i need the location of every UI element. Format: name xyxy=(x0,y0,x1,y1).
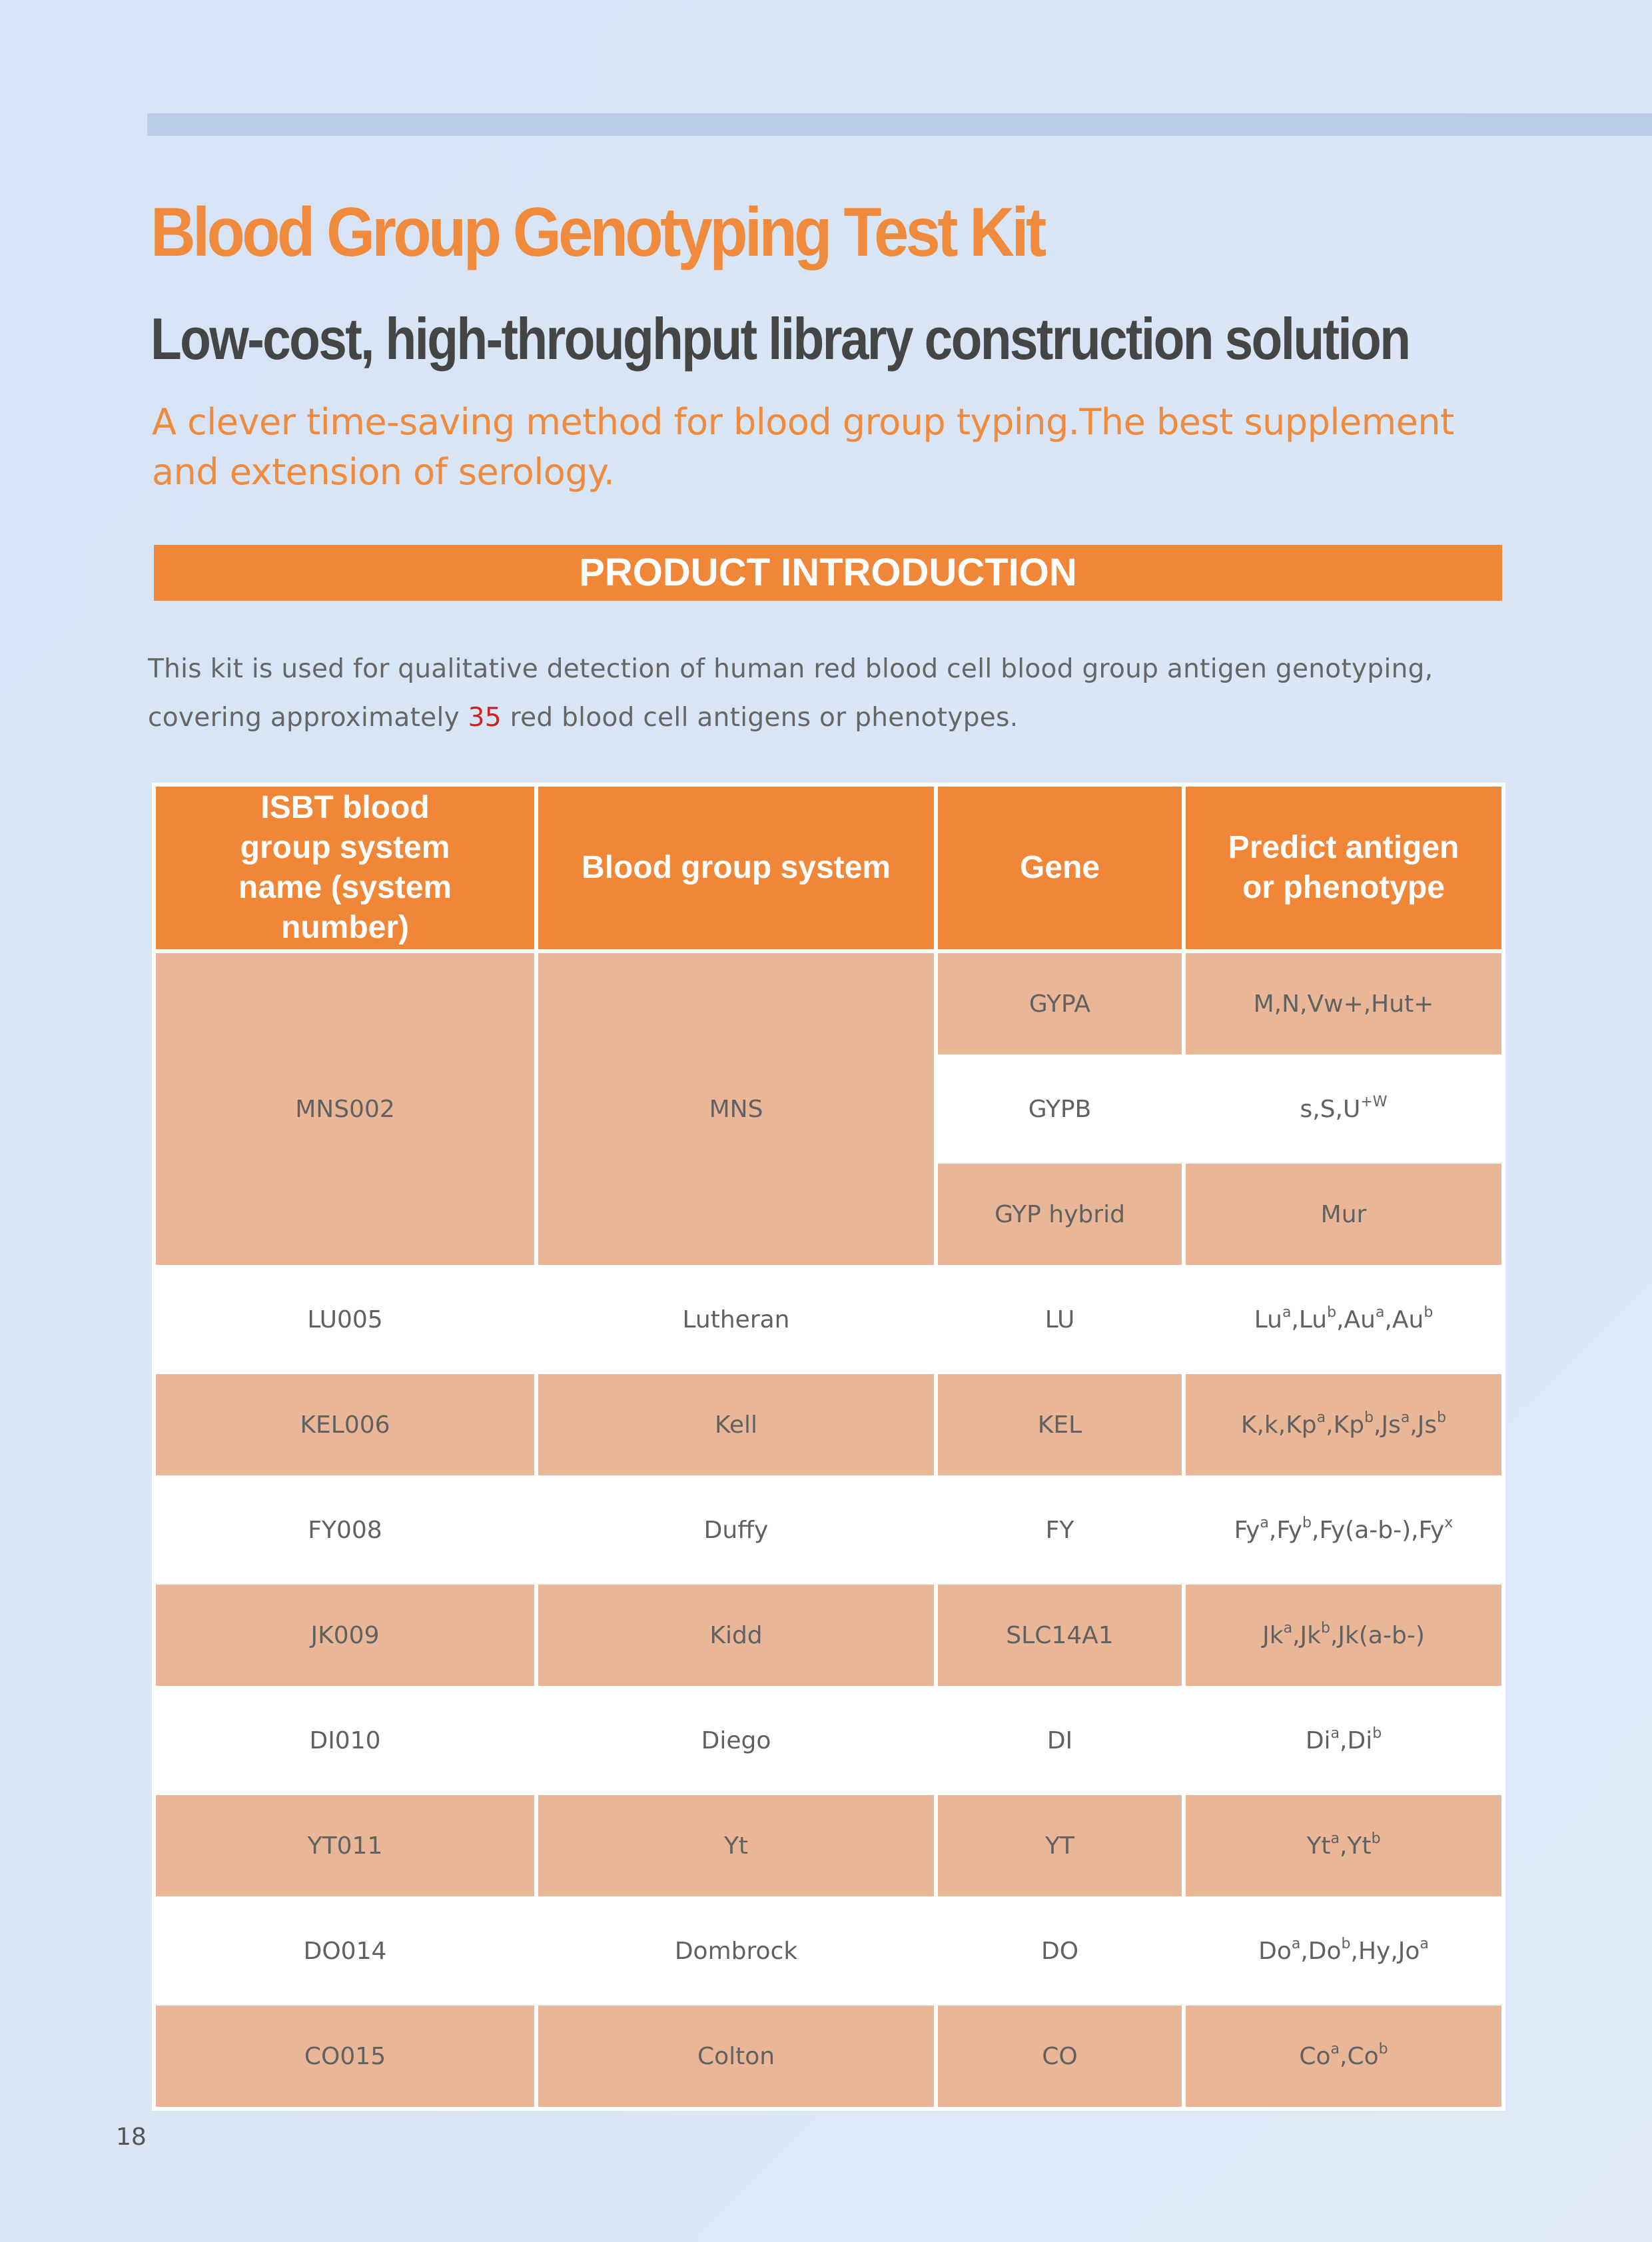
table-row: YT011 Yt YT Yta,Ytb xyxy=(152,1791,1505,1900)
header-predict-phenotype: Predict antigen or phenotype xyxy=(1182,783,1505,953)
header-gene: Gene xyxy=(934,783,1186,953)
cell-isbt: DI010 xyxy=(152,1686,538,1795)
header-isbt-label: ISBT blood group system name (system num… xyxy=(238,790,452,945)
intro-text-before: This kit is used for qualitative detecti… xyxy=(148,654,1434,733)
cell-gene: KEL xyxy=(934,1370,1186,1479)
cell-phenotype: Lua,Lub,Aua,Aub xyxy=(1182,1265,1505,1374)
cell-gene: FY xyxy=(934,1475,1186,1585)
table-row: GYP hybrid Mur xyxy=(154,1160,1505,1269)
intro-antigen-count: 35 xyxy=(468,703,502,733)
cell-system: Kidd xyxy=(534,1581,938,1690)
header-phenotype-label: Predict antigen or phenotype xyxy=(1228,830,1459,905)
cell-system: Kell xyxy=(534,1370,938,1479)
cell-isbt: LU005 xyxy=(152,1265,538,1374)
page-title: Blood Group Genotyping Test Kit xyxy=(151,194,1046,271)
cell-isbt: FY008 xyxy=(152,1475,538,1585)
table-row: DI010 Diego DI Dia,Dib xyxy=(152,1686,1505,1795)
cell-gene: SLC14A1 xyxy=(934,1581,1186,1690)
intro-paragraph: This kit is used for qualitative detecti… xyxy=(148,645,1507,742)
intro-text-after: red blood cell antigens or phenotypes. xyxy=(501,703,1019,733)
cell-phenotype: Doa,Dob,Hy,Joa xyxy=(1182,1896,1505,2006)
cell-phenotype: M,N,Vw+,Hut+ xyxy=(1182,949,1505,1058)
table-row: KEL006 Kell KEL K,k,Kpa,Kpb,Jsa,Jsb xyxy=(152,1370,1505,1479)
table-row: MNS002 MNS GYPA M,N,Vw+,Hut+ xyxy=(152,949,1505,1269)
cell-isbt: KEL006 xyxy=(152,1370,538,1479)
cell-gene: DI xyxy=(934,1686,1186,1795)
section-header-product-introduction: PRODUCT INTRODUCTION xyxy=(154,545,1502,601)
cell-phenotype: K,k,Kpa,Kpb,Jsa,Jsb xyxy=(1182,1370,1505,1479)
cell-isbt: MNS002 xyxy=(152,949,538,1269)
cell-isbt: YT011 xyxy=(152,1791,538,1900)
cell-phenotype: Fya,Fyb,Fy(a-b-),Fyx xyxy=(1182,1475,1505,1585)
cell-system: Lutheran xyxy=(534,1265,938,1374)
cell-gene: YT xyxy=(934,1791,1186,1900)
header-blood-group-system: Blood group system xyxy=(534,783,938,953)
tagline: A clever time-saving method for blood gr… xyxy=(152,401,1454,493)
cell-system: MNS xyxy=(534,949,938,1269)
cell-phenotype: Dia,Dib xyxy=(1182,1686,1505,1795)
cell-system: Yt xyxy=(534,1791,938,1900)
table-row: DO014 Dombrock DO Doa,Dob,Hy,Joa xyxy=(152,1896,1505,2006)
cell-isbt: CO015 xyxy=(152,2002,538,2111)
page-subtitle: Low-cost, high-throughput library constr… xyxy=(151,306,1411,372)
table-row: LU005 Lutheran LU Lua,Lub,Aua,Aub xyxy=(152,1265,1505,1374)
cell-gene: GYPB xyxy=(934,1054,1186,1164)
table-row: JK009 Kidd SLC14A1 Jka,Jkb,Jk(a-b-) xyxy=(152,1581,1505,1690)
header-isbt-name: ISBT blood group system name (system num… xyxy=(152,783,538,953)
cell-gene: GYP hybrid xyxy=(934,1160,1186,1269)
cell-phenotype: Yta,Ytb xyxy=(1182,1791,1505,1900)
cell-gene: LU xyxy=(934,1265,1186,1374)
cell-isbt: DO014 xyxy=(152,1896,538,2006)
table-header-row: ISBT blood group system name (system num… xyxy=(152,783,1505,953)
cell-gene: DO xyxy=(934,1896,1186,2006)
table-body: MNS002 MNS GYPA M,N,Vw+,Hut+ GYPB s,S,U+… xyxy=(152,949,1505,2111)
cell-isbt: JK009 xyxy=(152,1581,538,1690)
cell-gene: CO xyxy=(934,2002,1186,2111)
cell-gene: GYPA xyxy=(934,949,1186,1058)
top-decorative-bar xyxy=(147,113,1652,136)
table-row: GYPB s,S,U+W xyxy=(154,1054,1505,1164)
cell-phenotype: Jka,Jkb,Jk(a-b-) xyxy=(1182,1581,1505,1690)
cell-phenotype: Coa,Cob xyxy=(1182,2002,1505,2111)
table-row: FY008 Duffy FY Fya,Fyb,Fy(a-b-),Fyx xyxy=(152,1475,1505,1585)
cell-system: Duffy xyxy=(534,1475,938,1585)
cell-phenotype: s,S,U+W xyxy=(1182,1054,1505,1164)
cell-system: Colton xyxy=(534,2002,938,2111)
page-number: 18 xyxy=(116,2123,147,2151)
table-row: CO015 Colton CO Coa,Cob xyxy=(152,2002,1505,2111)
blood-group-table: ISBT blood group system name (system num… xyxy=(152,783,1505,2111)
cell-phenotype: Mur xyxy=(1182,1160,1505,1269)
cell-system: Diego xyxy=(534,1686,938,1795)
cell-system: Dombrock xyxy=(534,1896,938,2006)
